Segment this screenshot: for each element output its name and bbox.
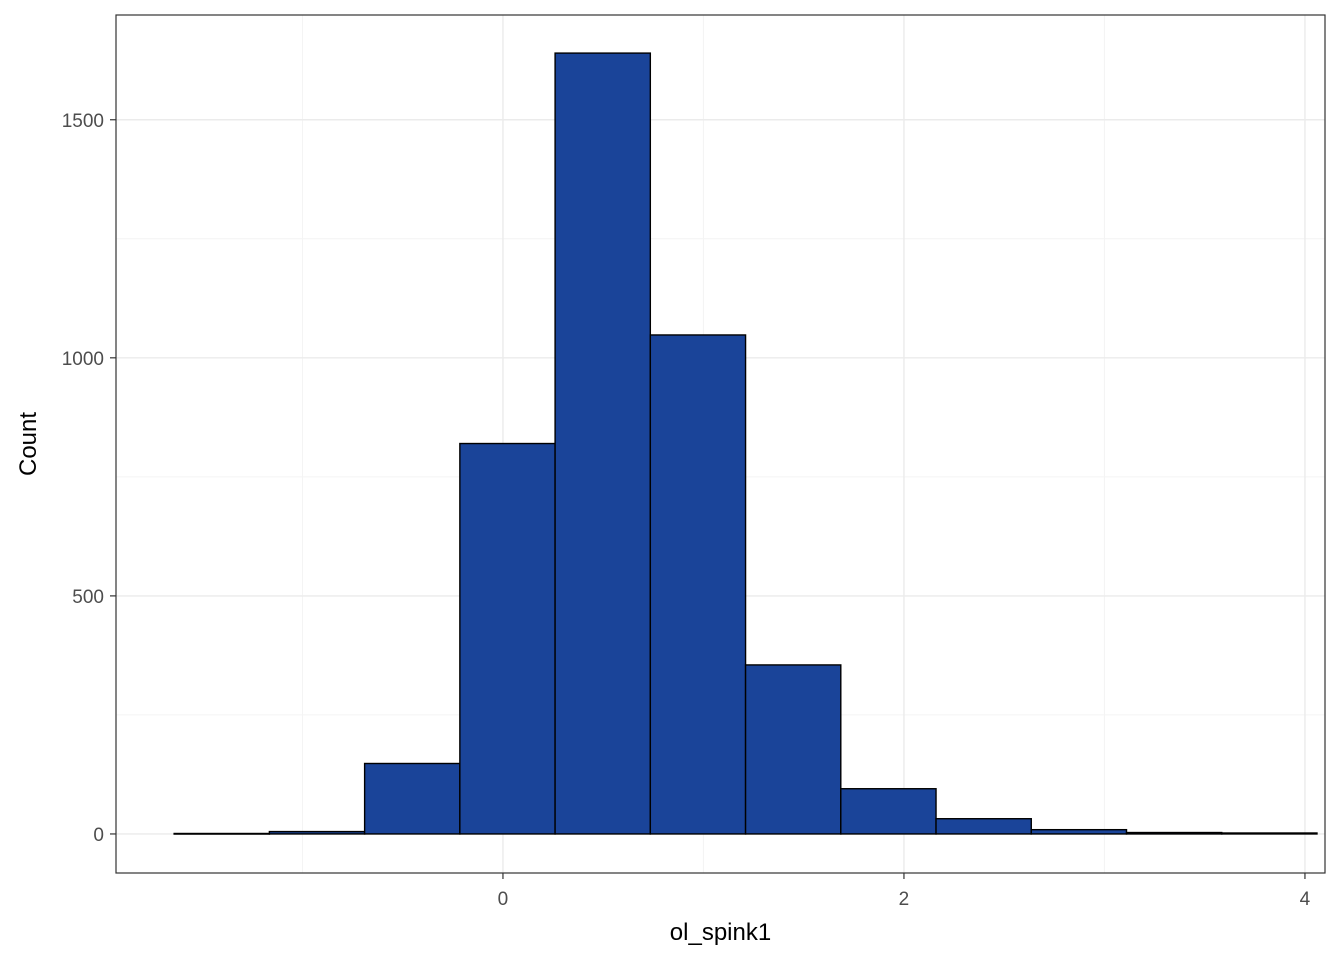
y-tick-label: 500	[72, 587, 104, 608]
histogram-bar	[1125, 831, 1223, 835]
histogram-bar	[363, 762, 461, 835]
y-tick-label: 1500	[62, 111, 104, 132]
histogram-bar	[268, 830, 366, 835]
histogram-bar	[935, 818, 1032, 835]
histogram-bar	[554, 52, 652, 835]
x-axis-ticks: 0 2 4	[498, 873, 1311, 910]
histogram-bar	[840, 788, 937, 835]
y-tick-label: 0	[93, 825, 104, 846]
panel-border	[115, 14, 1326, 874]
histogram-bar	[1030, 828, 1128, 835]
histogram-bar	[459, 442, 556, 835]
x-tick-label: 0	[498, 889, 509, 910]
histogram-bars	[173, 52, 1318, 835]
y-tick-label: 1000	[62, 349, 104, 370]
y-axis-ticks: 0 500 1000 1500	[62, 111, 116, 846]
histogram-bar	[744, 664, 842, 835]
x-axis-title: ol_spink1	[670, 919, 771, 946]
histogram-bar	[173, 832, 271, 835]
x-tick-label: 2	[899, 889, 910, 910]
y-axis-title: Count	[15, 412, 42, 476]
histogram-bar	[1221, 832, 1318, 835]
x-tick-label: 4	[1300, 889, 1311, 910]
histogram-bar	[649, 334, 747, 835]
